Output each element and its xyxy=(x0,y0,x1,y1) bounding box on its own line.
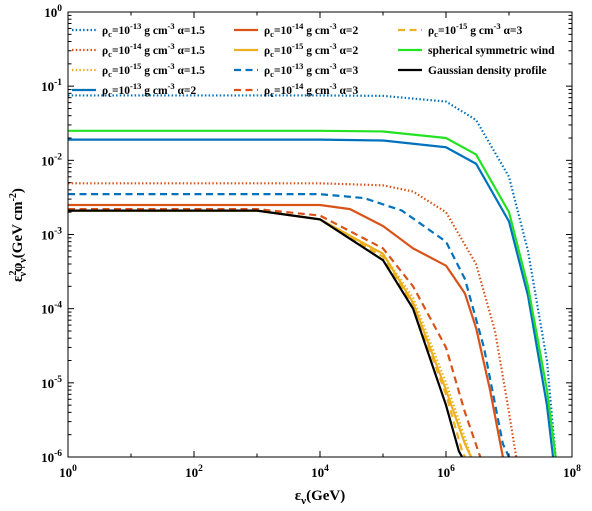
series-line-7 xyxy=(68,193,510,457)
x-tick-label: 106 xyxy=(437,464,455,480)
legend-entry: spherical symmetric wind xyxy=(398,45,555,57)
ticks-layer: 100 102 104 106 108 100 10-1 10-2 10-3 10-4 10-5 10… xyxy=(41,4,581,480)
y-tick-label: 10-6 xyxy=(41,449,62,465)
legend-label: Gaussian density profile xyxy=(428,65,547,77)
legend-entry: ρc=10-15 g cm-3 α=2 xyxy=(234,41,358,59)
legend-label: ρc=10-14 g cm-3 α=3 xyxy=(264,81,358,99)
legend-label: ρc=10-15 g cm-3 α=1.5 xyxy=(102,61,205,79)
series-layer xyxy=(68,94,557,457)
series-line-8 xyxy=(68,208,482,457)
legend-label: ρc=10-14 g cm-3 α=2 xyxy=(264,21,358,39)
x-tick-label: 102 xyxy=(185,464,203,480)
series-line-4 xyxy=(68,138,555,457)
y-tick-label: 100 xyxy=(44,4,62,20)
y-axis-label: ε2νφν(GeV cm-2) xyxy=(8,188,29,282)
legend-label: ρc=10-13 g cm-3 α=3 xyxy=(264,61,358,79)
x-tick-label: 104 xyxy=(311,464,329,480)
series-line-9 xyxy=(68,209,466,457)
legend-entry: ρc=10-15 g cm-3 α=1.5 xyxy=(72,61,205,79)
y-tick-label: 10-3 xyxy=(41,227,62,243)
x-tick-label: 108 xyxy=(563,464,581,480)
series-line-1 xyxy=(68,94,557,457)
legend-entry: ρc=10-14 g cm-3 α=1.5 xyxy=(72,41,205,59)
x-tick-label: 100 xyxy=(59,464,77,480)
y-tick-label: 10-1 xyxy=(41,78,62,94)
legend-entry: Gaussian density profile xyxy=(398,65,547,77)
series-line-10 xyxy=(68,129,557,457)
legend: ρc=10-13 g cm-3 α=1.5 ρc=10-14 g cm-3 α=1… xyxy=(72,21,555,99)
legend-entry: ρc=10-13 g cm-3 α=1.5 xyxy=(72,21,205,39)
legend-entry: ρc=10-15 g cm-3 α=3 xyxy=(398,21,522,39)
legend-label: ρc=10-15 g cm-3 α=3 xyxy=(428,21,522,39)
legend-entry: ρc=10-13 g cm-3 α=2 xyxy=(72,81,196,99)
y-tick-label: 10-5 xyxy=(41,375,62,391)
legend-entry: ρc=10-13 g cm-3 α=3 xyxy=(234,61,358,79)
x-axis-label: εν(GeV) xyxy=(295,488,346,507)
series-line-11 xyxy=(68,209,464,457)
plot-frame xyxy=(67,11,573,458)
legend-label: ρc=10-15 g cm-3 α=2 xyxy=(264,41,358,59)
series-line-5 xyxy=(68,203,504,457)
legend-entry: ρc=10-14 g cm-3 α=2 xyxy=(234,21,358,39)
y-tick-label: 10-2 xyxy=(41,152,62,168)
legend-label: ρc=10-14 g cm-3 α=1.5 xyxy=(102,41,205,59)
y-tick-label: 10-4 xyxy=(41,301,62,317)
legend-entry: ρc=10-14 g cm-3 α=3 xyxy=(234,81,358,99)
legend-label: spherical symmetric wind xyxy=(428,45,555,57)
legend-label: ρc=10-13 g cm-3 α=2 xyxy=(102,81,196,99)
legend-label: ρc=10-13 g cm-3 α=1.5 xyxy=(102,21,205,39)
